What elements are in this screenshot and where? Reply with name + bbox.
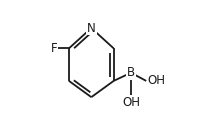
Text: B: B (127, 66, 135, 79)
Text: N: N (87, 22, 96, 35)
Text: OH: OH (122, 96, 140, 109)
Text: F: F (50, 42, 57, 55)
Text: OH: OH (147, 74, 165, 87)
